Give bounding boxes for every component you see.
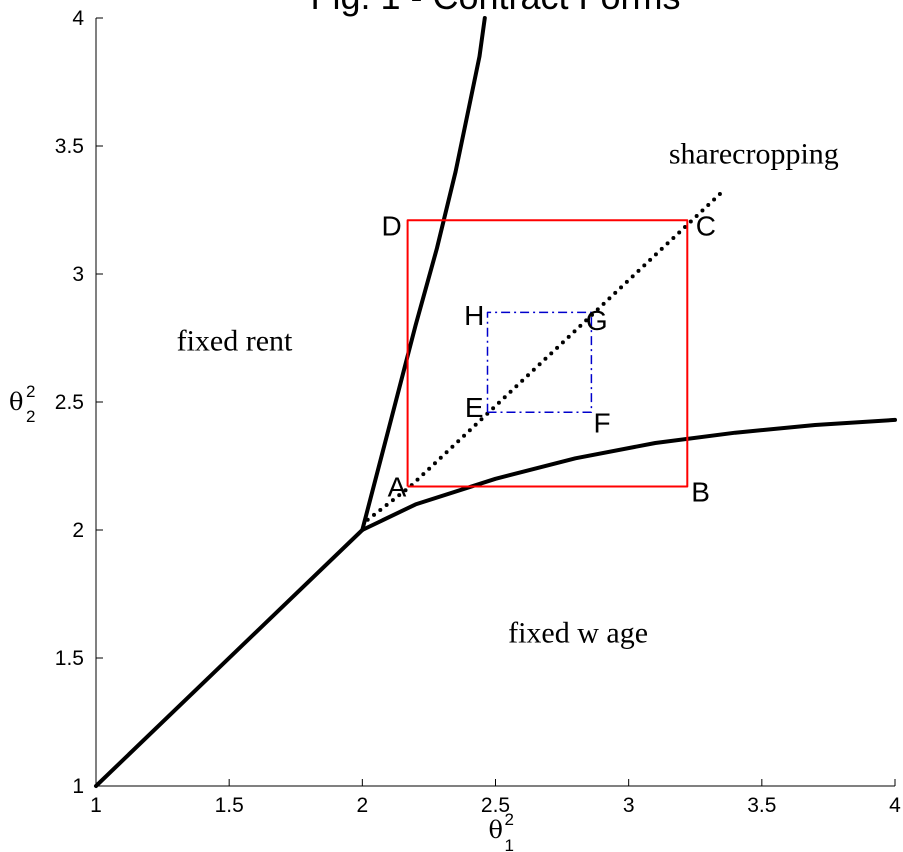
y-tick-label: 1.5 bbox=[55, 647, 84, 670]
y-tick-label: 2 bbox=[72, 519, 84, 542]
x-tick-label: 2.5 bbox=[481, 794, 510, 817]
chart-series bbox=[94, 16, 897, 788]
y-tick-label: 2.5 bbox=[55, 391, 84, 414]
point-label-f: F bbox=[593, 407, 610, 438]
x-label-superscript: 2 bbox=[505, 810, 514, 829]
x-tick-label: 4 bbox=[889, 794, 901, 817]
y-label-superscript: 2 bbox=[26, 382, 35, 401]
y-axis-label: θ 2 2 bbox=[9, 382, 35, 426]
point-label-a: A bbox=[388, 471, 407, 502]
region-label: sharecropping bbox=[669, 138, 839, 171]
series-line-3 bbox=[365, 190, 724, 522]
point-label-b: B bbox=[691, 477, 710, 508]
series-line-2 bbox=[360, 417, 897, 532]
y-label-symbol: θ bbox=[9, 388, 23, 416]
x-tick-label: 3 bbox=[623, 794, 635, 817]
point-label-d: D bbox=[382, 210, 402, 241]
point-label-h: H bbox=[464, 300, 484, 331]
x-tick-label: 3.5 bbox=[747, 794, 776, 817]
x-label-symbol: θ bbox=[489, 816, 503, 844]
series-line-5 bbox=[486, 311, 593, 413]
x-label-subscript: 1 bbox=[505, 836, 514, 852]
region-label: fixed rent bbox=[177, 325, 293, 358]
series-line-0 bbox=[94, 528, 365, 788]
point-label-g: G bbox=[586, 305, 608, 336]
y-axis-ticks: 1 1.5 2 2.5 3 3.5 4 bbox=[55, 7, 103, 798]
x-tick-label: 1 bbox=[90, 794, 102, 817]
y-tick-label: 1 bbox=[72, 775, 84, 798]
point-label-e: E bbox=[465, 392, 484, 423]
point-label-c: C bbox=[696, 210, 716, 241]
x-axis-label: θ 2 1 bbox=[489, 810, 514, 852]
y-tick-label: 4 bbox=[72, 7, 84, 30]
x-tick-label: 1.5 bbox=[215, 794, 244, 817]
chart-title: Fig. 1 - Contract Forms bbox=[310, 0, 680, 17]
y-label-subscript: 2 bbox=[26, 407, 35, 426]
region-label: fixed w age bbox=[508, 616, 648, 649]
x-tick-label: 2 bbox=[356, 794, 368, 817]
series-line-1 bbox=[360, 16, 487, 532]
y-tick-label: 3.5 bbox=[55, 135, 84, 158]
series-line-4 bbox=[406, 219, 689, 488]
y-tick-label: 3 bbox=[72, 263, 84, 286]
x-axis-ticks: 1 1.5 2 2.5 3 3.5 4 bbox=[90, 779, 901, 817]
